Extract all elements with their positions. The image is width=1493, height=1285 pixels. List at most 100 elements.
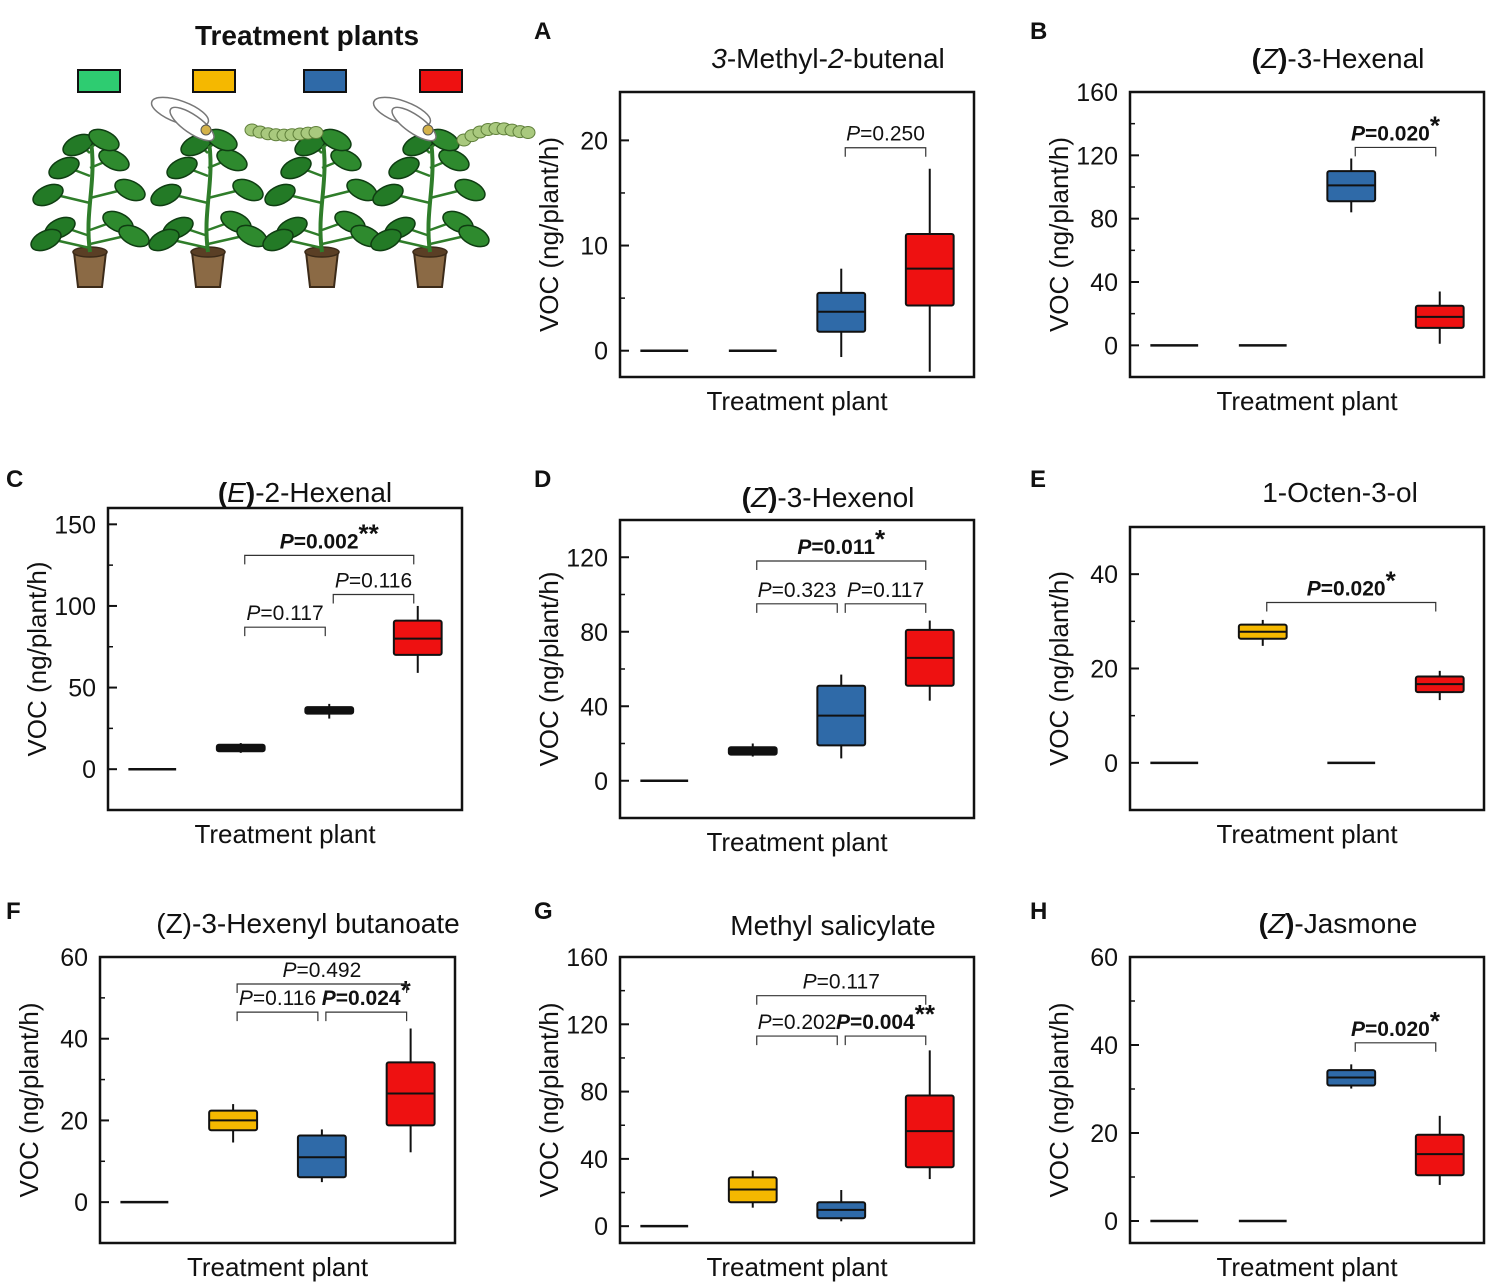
box-group-2 <box>208 1104 259 1143</box>
chart-title: (Z)-3-Hexenal <box>1252 43 1425 74</box>
x-axis-label: Treatment plant <box>706 1252 888 1282</box>
chart-panel-g: G Methyl salicylate 0 40 80 120 160 Treatment p… <box>534 898 976 1282</box>
box-group-3 <box>816 1190 867 1222</box>
bracket-line <box>244 554 415 565</box>
p-value-label: P=0.117 <box>803 971 880 994</box>
chart-panel-c: C (E)-2-Hexenal 0 50 100 150 Treatment plant VO… <box>6 466 464 849</box>
y-tick-label: 40 <box>1090 561 1118 589</box>
significance-bracket: P=0.492 <box>236 959 408 993</box>
bracket-line <box>844 1035 927 1046</box>
y-tick-label: 20 <box>60 1107 88 1135</box>
tomato-plant-drawing <box>262 128 382 288</box>
significance-bracket: P=0.116 <box>236 987 319 1022</box>
bracket-line <box>236 1011 319 1022</box>
box-group-4 <box>1414 670 1465 701</box>
y-tick-label: 120 <box>1076 142 1118 170</box>
tomato-plant-drawing <box>370 96 536 288</box>
box-group-4 <box>385 1028 436 1153</box>
y-tick-label: 40 <box>580 1146 608 1174</box>
significance-bracket: P=0.117 <box>244 602 326 637</box>
chart-panel-e: E 1-Octen-3-ol 0 20 40 Treatment plant VOC (ng… <box>1030 466 1486 849</box>
bracket-line <box>244 626 326 637</box>
p-value-label: P=0.020* <box>1307 565 1397 600</box>
legend-title: Treatment plants <box>195 20 419 51</box>
significance-bracket: P=0.117 <box>756 971 927 1005</box>
significance-bracket: P=0.020* <box>1351 110 1441 157</box>
chart-title: (Z)-3-Hexenol <box>742 482 915 513</box>
chart-panel-a: A 3-Methyl-2-butenal 0 10 20 Treatment plant V… <box>534 18 976 416</box>
y-tick-label: 40 <box>580 693 608 721</box>
y-axis-label: VOC (ng/plant/h) <box>22 561 52 756</box>
plot-frame <box>1128 525 1486 812</box>
box-group-3 <box>816 674 867 759</box>
bracket-line <box>756 995 927 1005</box>
p-value-label: P=0.020* <box>1351 110 1441 145</box>
y-tick-label: 0 <box>1104 1208 1118 1236</box>
p-value-label: P=0.004** <box>836 999 936 1034</box>
y-tick-label: 0 <box>82 756 96 784</box>
box-group-2 <box>215 743 266 753</box>
chart-title: 1-Octen-3-ol <box>1262 477 1418 508</box>
significance-bracket: P=0.020* <box>1266 565 1437 612</box>
treatment-legend: Treatment plants <box>77 20 463 93</box>
panel-letter: A <box>534 18 551 45</box>
chart-title: Methyl salicylate <box>730 910 935 941</box>
plot-frame <box>618 90 976 379</box>
x-axis-label: Treatment plant <box>1216 819 1398 849</box>
p-value-label: P=0.116 <box>335 570 412 593</box>
y-tick-label: 50 <box>68 675 96 703</box>
tomato-plant-drawing <box>148 96 268 288</box>
chart-title: (E)-2-Hexenal <box>218 477 392 508</box>
box-group-3 <box>816 268 867 358</box>
p-value-label: P=0.202 <box>758 1011 837 1034</box>
p-value-label: P=0.492 <box>282 959 361 982</box>
box-body <box>904 232 955 307</box>
box-group-4 <box>904 1050 955 1180</box>
panel-letter: C <box>6 466 23 493</box>
significance-bracket: P=0.024* <box>322 975 412 1022</box>
bracket-line <box>844 147 927 157</box>
whitefly-icon <box>372 96 437 142</box>
chart-panel-b: B (Z)-3-Hexenal 0 40 80 120 160 Treatment plant… <box>1030 18 1486 416</box>
y-axis-label: VOC (ng/plant/h) <box>1044 1002 1074 1197</box>
y-tick-label: 60 <box>1090 944 1118 972</box>
bracket-line <box>1354 1042 1437 1052</box>
tomato-plant-drawing <box>30 128 150 288</box>
y-tick-label: 0 <box>1104 332 1118 360</box>
y-tick-label: 20 <box>1090 656 1118 684</box>
y-tick-label: 0 <box>74 1189 88 1217</box>
significance-bracket: P=0.202 <box>756 1011 838 1046</box>
y-axis-label: VOC (ng/plant/h) <box>1044 571 1074 766</box>
y-tick-label: 40 <box>1090 269 1118 297</box>
p-value-label: P=0.002** <box>280 518 380 553</box>
y-tick-label: 20 <box>580 127 608 155</box>
box-group-4 <box>1414 1115 1465 1185</box>
panel-letter: H <box>1030 898 1047 925</box>
legend-swatch-whitefly <box>192 69 236 93</box>
panel-letter: F <box>6 898 21 925</box>
significance-bracket: P=0.020* <box>1351 1006 1441 1052</box>
bracket-line <box>236 983 408 993</box>
y-tick-label: 20 <box>1090 1120 1118 1148</box>
plot-frame <box>1128 955 1486 1245</box>
legend-swatch-dual <box>419 69 463 93</box>
box-group-4 <box>904 620 955 701</box>
x-axis-label: Treatment plant <box>706 827 888 857</box>
y-tick-label: 120 <box>566 1011 608 1039</box>
p-value-label: P=0.011* <box>797 524 886 559</box>
panel-letter: D <box>534 466 551 493</box>
y-tick-label: 160 <box>1076 79 1118 107</box>
chart-panel-f: F (Z)-3-Hexenyl butanoate 0 20 40 60 Treatment… <box>6 898 460 1282</box>
bracket-line <box>1266 601 1437 612</box>
bracket-line <box>756 603 838 613</box>
box-group-4 <box>1414 291 1465 344</box>
y-tick-label: 120 <box>566 544 608 572</box>
bracket-line <box>332 593 415 604</box>
plant-illustrations <box>30 96 536 288</box>
chart-title: 3-Methyl-2-butenal <box>711 43 944 74</box>
significance-bracket: P=0.117 <box>844 579 927 613</box>
box-group-4 <box>904 168 955 372</box>
x-axis-label: Treatment plant <box>194 819 376 849</box>
y-axis-label: VOC (ng/plant/h) <box>534 137 564 332</box>
legend-swatch-caterpillar <box>303 69 347 93</box>
